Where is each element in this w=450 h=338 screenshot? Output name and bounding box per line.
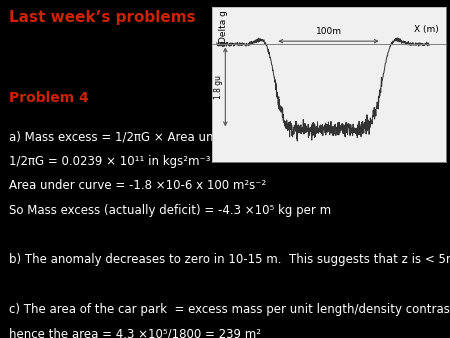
Text: 1/2πG = 0.0239 × 10¹¹ in kgs²m⁻³: 1/2πG = 0.0239 × 10¹¹ in kgs²m⁻³ xyxy=(9,155,211,168)
Text: a) Mass excess = 1/2πG × Area under curve: a) Mass excess = 1/2πG × Area under curv… xyxy=(9,130,270,143)
Text: Area under curve = -1.8 ×10-6 x 100 m²s⁻²: Area under curve = -1.8 ×10-6 x 100 m²s⁻… xyxy=(9,179,266,192)
Text: So Mass excess (actually deficit) = -4.3 ×10⁵ kg per m: So Mass excess (actually deficit) = -4.3… xyxy=(9,204,331,217)
Text: Problem 4: Problem 4 xyxy=(9,91,89,105)
Text: hence the area = 4.3 ×10⁵/1800 = 239 m²: hence the area = 4.3 ×10⁵/1800 = 239 m² xyxy=(9,328,261,338)
Text: 100m: 100m xyxy=(315,26,342,35)
Text: b) The anomaly decreases to zero in 10-15 m.  This suggests that z is < 5m.: b) The anomaly decreases to zero in 10-1… xyxy=(9,254,450,266)
Text: 1.8 gu: 1.8 gu xyxy=(214,75,223,99)
Text: c) The area of the car park  = excess mass per unit length/density contrast,: c) The area of the car park = excess mas… xyxy=(9,303,450,316)
Text: Delta g: Delta g xyxy=(219,10,228,43)
Text: Last week’s problems: Last week’s problems xyxy=(9,10,196,25)
Text: X (m): X (m) xyxy=(414,25,438,34)
